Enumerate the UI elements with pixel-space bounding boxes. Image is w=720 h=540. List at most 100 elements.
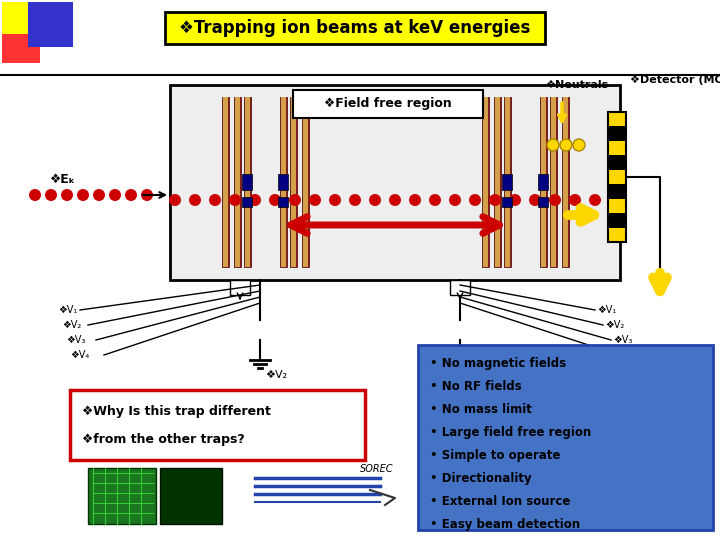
- Bar: [450, 280, 470, 295]
- Circle shape: [169, 194, 181, 206]
- Bar: [502, 174, 512, 190]
- Text: • No mass limit: • No mass limit: [430, 403, 532, 416]
- Circle shape: [389, 194, 401, 206]
- Text: ❖Detector (MCP): ❖Detector (MCP): [630, 75, 720, 85]
- Bar: [170, 85, 620, 280]
- Text: ❖V₃: ❖V₃: [613, 335, 632, 345]
- Bar: [279, 97, 287, 267]
- Circle shape: [93, 189, 105, 201]
- Circle shape: [329, 194, 341, 206]
- Bar: [502, 197, 512, 207]
- Bar: [245, 97, 250, 267]
- Text: ❖V₂: ❖V₂: [265, 370, 287, 380]
- Bar: [70, 390, 365, 460]
- Circle shape: [573, 139, 585, 151]
- Bar: [302, 97, 308, 267]
- Bar: [538, 174, 548, 190]
- Bar: [608, 184, 626, 199]
- Text: • No RF fields: • No RF fields: [430, 380, 522, 393]
- Text: • Easy beam detection: • Easy beam detection: [430, 518, 580, 531]
- Circle shape: [547, 139, 559, 151]
- Bar: [222, 97, 228, 267]
- Circle shape: [309, 194, 321, 206]
- Bar: [549, 97, 557, 267]
- Circle shape: [229, 194, 241, 206]
- Circle shape: [289, 194, 301, 206]
- Bar: [289, 97, 297, 267]
- Text: ❖from the other traps?: ❖from the other traps?: [82, 434, 245, 447]
- Bar: [608, 112, 626, 242]
- Bar: [281, 97, 286, 267]
- Bar: [608, 213, 626, 227]
- Bar: [538, 197, 548, 207]
- Bar: [562, 97, 567, 267]
- Circle shape: [29, 189, 41, 201]
- Circle shape: [589, 194, 601, 206]
- Bar: [165, 12, 545, 44]
- Text: ❖V₂: ❖V₂: [468, 370, 490, 380]
- Bar: [2, 2, 34, 34]
- Circle shape: [249, 194, 261, 206]
- Bar: [562, 97, 569, 267]
- Text: ❖V₂: ❖V₂: [62, 320, 81, 330]
- Text: ❖V₄: ❖V₄: [621, 350, 640, 360]
- Circle shape: [125, 189, 137, 201]
- Bar: [608, 170, 626, 184]
- Text: ❖V₄: ❖V₄: [70, 350, 89, 360]
- Bar: [28, 2, 73, 47]
- Text: ❖V₁: ❖V₁: [597, 305, 616, 315]
- Text: ❖V₃: ❖V₃: [66, 335, 86, 345]
- Text: ❖Field free region: ❖Field free region: [324, 98, 452, 111]
- Bar: [222, 97, 228, 267]
- Bar: [541, 97, 546, 267]
- Circle shape: [529, 194, 541, 206]
- Bar: [608, 199, 626, 213]
- Circle shape: [409, 194, 421, 206]
- Bar: [233, 97, 240, 267]
- Circle shape: [560, 139, 572, 151]
- Bar: [230, 280, 250, 295]
- Circle shape: [141, 189, 153, 201]
- Bar: [235, 97, 240, 267]
- Circle shape: [209, 194, 221, 206]
- Circle shape: [489, 194, 501, 206]
- Bar: [608, 227, 626, 242]
- Text: ❖Trapping ion beams at keV energies: ❖Trapping ion beams at keV energies: [179, 19, 531, 37]
- Text: ❖Why Is this trap different: ❖Why Is this trap different: [82, 406, 271, 419]
- Text: • Directionality: • Directionality: [430, 472, 531, 485]
- Bar: [243, 97, 251, 267]
- Text: SOREC: SOREC: [360, 464, 394, 474]
- Circle shape: [61, 189, 73, 201]
- Circle shape: [509, 194, 521, 206]
- Bar: [495, 97, 500, 267]
- Text: ❖Neutrals: ❖Neutrals: [545, 80, 608, 90]
- Bar: [493, 97, 500, 267]
- Bar: [293, 90, 483, 118]
- Bar: [608, 141, 626, 156]
- Bar: [242, 197, 252, 207]
- Text: ❖Eₖ: ❖Eₖ: [50, 173, 76, 186]
- Text: • Large field free region: • Large field free region: [430, 426, 591, 439]
- Circle shape: [109, 189, 121, 201]
- Bar: [503, 97, 510, 267]
- Bar: [290, 97, 295, 267]
- Circle shape: [77, 189, 89, 201]
- Bar: [278, 174, 288, 190]
- Text: ❖V₂: ❖V₂: [605, 320, 624, 330]
- Circle shape: [369, 194, 381, 206]
- Bar: [418, 345, 713, 530]
- Bar: [2, 25, 40, 63]
- Bar: [242, 174, 252, 190]
- Text: • External Ion source: • External Ion source: [430, 495, 570, 508]
- Circle shape: [469, 194, 481, 206]
- Circle shape: [549, 194, 561, 206]
- Bar: [88, 468, 156, 524]
- Bar: [608, 112, 626, 126]
- Bar: [608, 126, 626, 141]
- Bar: [482, 97, 487, 267]
- Bar: [505, 97, 510, 267]
- Circle shape: [569, 194, 581, 206]
- Bar: [302, 97, 307, 267]
- Bar: [160, 468, 222, 524]
- Text: • No magnetic fields: • No magnetic fields: [430, 356, 566, 369]
